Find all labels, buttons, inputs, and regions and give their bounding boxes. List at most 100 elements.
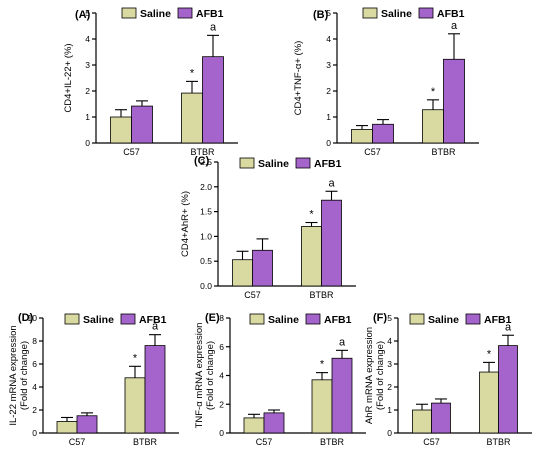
category-label-c57: C57 [423,437,440,447]
bar-saline-c57 [110,116,132,144]
legend-label-afb1: AFB1 [196,8,224,20]
legend-swatch-saline [64,313,80,325]
legend-swatch-saline [121,7,137,19]
y-tick-label: 8 [32,336,37,346]
y-tick-label: 3 [85,60,90,70]
y-tick-label: 2.0 [200,182,212,192]
significance-star: * [320,359,325,371]
y-tick-label: 5 [387,313,392,323]
bar-afb1-c57 [252,249,273,287]
legend-label-afb1: AFB1 [484,314,512,326]
chart-panel-c: 0.0 0.5 1.0 1.5 2.0 2.5 CD4+AhR+ (%) (C) Saline A… [180,155,356,300]
legend-label-afb1: AFB1 [437,8,465,20]
legend-swatch-saline [409,313,425,325]
bar-saline-btbr [479,371,499,434]
panel-label: (C) [194,155,210,167]
bar-saline-btbr [422,109,444,144]
category-label-btbr: BTBR [133,437,158,447]
legend-label-saline: Saline [140,8,171,20]
bar-saline-c57 [243,417,265,434]
bar-saline-c57 [56,421,78,434]
category-label-btbr: BTBR [309,290,334,300]
y-tick-label: 2.5 [200,157,212,167]
y-axis-label: AhR mRNA expression [364,327,375,424]
bar-afb1-c57 [431,402,451,434]
y-axis-label: IL-22 mRNA expression [8,325,19,425]
significance-star: * [133,352,138,364]
panel-label: (B) [313,9,329,21]
bar-afb1-btbr [498,345,518,434]
y-tick-label: 3 [387,359,392,369]
legend-label-saline: Saline [428,314,459,326]
y-tick-label: 2 [85,86,90,96]
chart-panel-b: 0 1 2 3 4 5 CD4+TNF-α+ (%) (B) Saline AFB1 C57 BTBR… [293,7,479,157]
bar-saline-btbr [181,92,203,144]
y-tick-label: 10 [28,313,38,323]
legend-swatch-afb1 [295,157,311,169]
y-tick-label: 0 [326,138,331,148]
y-tick-label: 4 [326,34,331,44]
y-tick-label: 2 [219,399,224,409]
y-axis-label: CD4+AhR+ (%) [180,191,191,257]
category-label-c57: C57 [256,437,273,447]
legend-label-saline: Saline [258,158,289,170]
significance-letter: a [152,321,159,333]
bar-afb1-c57 [263,412,285,434]
y-tick-label: 4 [219,371,224,381]
y-tick-label: 4 [32,382,37,392]
bar-saline-c57 [232,259,253,287]
legend-swatch-afb1 [465,313,481,325]
bar-afb1-btbr [202,56,224,144]
bar-afb1-btbr [321,199,342,287]
legend-swatch-afb1 [418,7,434,19]
bar-saline-btbr [124,377,146,434]
bar-saline-btbr [311,379,333,434]
category-label-btbr: BTBR [190,147,215,157]
category-label-btbr: BTBR [486,437,511,447]
y-axis-label: CD4+IL-22+ (%) [63,43,74,112]
y-tick-label: 1 [387,405,392,415]
significance-letter: a [505,321,512,333]
y-tick-label: 0 [32,428,37,438]
bar-saline-c57 [412,409,432,434]
bar-afb1-c57 [372,123,394,144]
y-tick-label: 6 [219,342,224,352]
chart-panel-d: 0 2 4 6 8 10 IL-22 mRNA expression (Fold of cha… [8,312,179,447]
legend-swatch-saline [239,157,255,169]
bar-afb1-c57 [131,105,153,144]
category-label-c57: C57 [123,147,140,157]
bar-saline-btbr [301,226,322,287]
significance-star: * [431,86,436,98]
y-tick-label: 0.0 [200,281,212,291]
significance-letter: a [210,21,217,33]
panel-label: (F) [373,312,387,324]
significance-star: * [309,209,314,221]
category-label-c57: C57 [244,290,261,300]
panel-label: (A) [75,9,91,21]
category-label-c57: C57 [364,147,381,157]
bar-afb1-btbr [331,357,353,434]
bar-afb1-c57 [76,415,98,434]
chart-panel-f: 0 1 2 3 4 5 AhR mRNA expression (Fold of change… [364,312,532,447]
y-tick-label: 2 [32,405,37,415]
y-tick-label: 6 [32,359,37,369]
legend-label-saline: Saline [381,8,412,20]
y-axis-label: CD4+TNF-α+ (%) [293,41,304,116]
y-axis-label: TNF-α mRNA expression [194,323,205,429]
chart-panel-e: 0 2 4 6 8 TNF-α mRNA expression (Fold of chang… [194,312,366,447]
y-tick-label: 0 [85,138,90,148]
legend-swatch-afb1 [177,7,193,19]
category-label-btbr: BTBR [431,147,456,157]
y-tick-label: 8 [219,313,224,323]
y-tick-label: 2 [387,382,392,392]
panel-label: (D) [18,312,34,324]
legend-swatch-afb1 [120,313,136,325]
y-axis-label-2: (Fold of change) [205,341,216,410]
legend-swatch-saline [249,313,265,325]
legend-swatch-afb1 [305,313,321,325]
y-tick-label: 5 [326,8,331,18]
y-tick-label: 0 [219,428,224,438]
legend-swatch-saline [362,7,378,19]
category-label-c57: C57 [69,437,86,447]
y-tick-label: 1.5 [200,207,212,217]
